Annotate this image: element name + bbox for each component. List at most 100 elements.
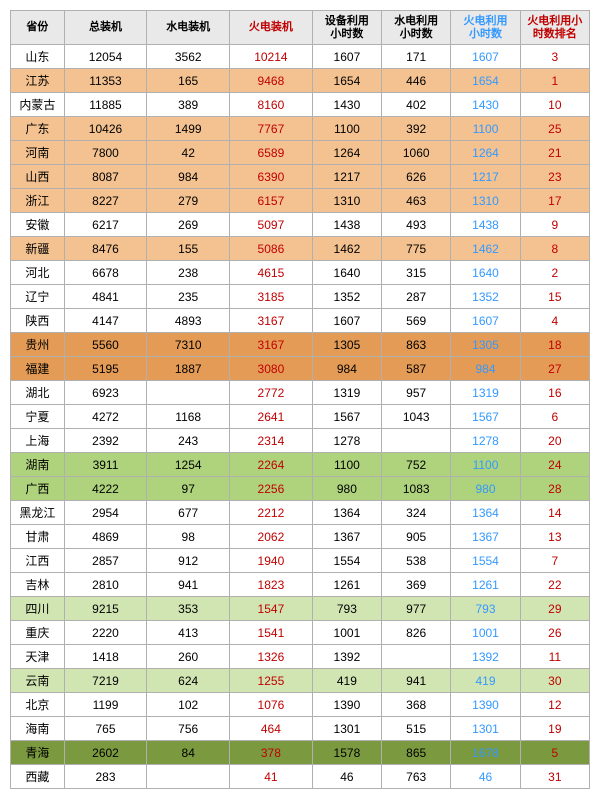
cell-rank: 25: [520, 117, 589, 141]
cell-total: 5195: [64, 357, 147, 381]
cell-thermal: 3080: [230, 357, 313, 381]
cell-hydro: 98: [147, 525, 230, 549]
cell-hydro: 1499: [147, 117, 230, 141]
cell-total: 4147: [64, 309, 147, 333]
table-row: 上海239224323141278127820: [11, 429, 590, 453]
cell-hydro: 1887: [147, 357, 230, 381]
table-row: 广东10426149977671100392110025: [11, 117, 590, 141]
cell-thermal_hrs: 1567: [451, 405, 520, 429]
cell-thermal: 2772: [230, 381, 313, 405]
cell-thermal_hrs: 1100: [451, 117, 520, 141]
cell-thermal_hrs: 1462: [451, 237, 520, 261]
cell-dev_hrs: 1305: [312, 333, 381, 357]
cell-thermal_hrs: 1390: [451, 693, 520, 717]
cell-dev_hrs: 1310: [312, 189, 381, 213]
cell-dev_hrs: 1352: [312, 285, 381, 309]
cell-thermal_hrs: 1364: [451, 501, 520, 525]
cell-hydro_hrs: 977: [382, 597, 451, 621]
cell-thermal_hrs: 1264: [451, 141, 520, 165]
col-header-total: 总装机: [64, 11, 147, 45]
cell-total: 2602: [64, 741, 147, 765]
cell-thermal_hrs: 1319: [451, 381, 520, 405]
cell-rank: 6: [520, 405, 589, 429]
cell-thermal: 2212: [230, 501, 313, 525]
cell-thermal_hrs: 1100: [451, 453, 520, 477]
cell-total: 2220: [64, 621, 147, 645]
cell-hydro: 1168: [147, 405, 230, 429]
cell-province: 安徽: [11, 213, 65, 237]
col-header-dev_hrs: 设备利用小时数: [312, 11, 381, 45]
cell-thermal: 2256: [230, 477, 313, 501]
cell-thermal_hrs: 1001: [451, 621, 520, 645]
cell-hydro: 4893: [147, 309, 230, 333]
cell-thermal_hrs: 793: [451, 597, 520, 621]
col-header-province: 省份: [11, 11, 65, 45]
cell-thermal: 6157: [230, 189, 313, 213]
cell-dev_hrs: 1607: [312, 309, 381, 333]
table-row: 西藏28341467634631: [11, 765, 590, 789]
cell-hydro_hrs: 865: [382, 741, 451, 765]
cell-dev_hrs: 46: [312, 765, 381, 789]
cell-thermal: 1255: [230, 669, 313, 693]
table-row: 湖北692327721319957131916: [11, 381, 590, 405]
cell-thermal: 41: [230, 765, 313, 789]
cell-rank: 13: [520, 525, 589, 549]
cell-rank: 12: [520, 693, 589, 717]
cell-total: 10426: [64, 117, 147, 141]
cell-rank: 22: [520, 573, 589, 597]
cell-thermal_hrs: 1392: [451, 645, 520, 669]
cell-hydro: 389: [147, 93, 230, 117]
cell-province: 青海: [11, 741, 65, 765]
cell-hydro_hrs: 941: [382, 669, 451, 693]
cell-hydro_hrs: 1083: [382, 477, 451, 501]
cell-hydro_hrs: 493: [382, 213, 451, 237]
cell-total: 11885: [64, 93, 147, 117]
cell-hydro_hrs: 863: [382, 333, 451, 357]
cell-total: 2392: [64, 429, 147, 453]
cell-hydro: 279: [147, 189, 230, 213]
cell-rank: 2: [520, 261, 589, 285]
cell-province: 海南: [11, 717, 65, 741]
cell-province: 西藏: [11, 765, 65, 789]
cell-rank: 11: [520, 645, 589, 669]
cell-rank: 7: [520, 549, 589, 573]
cell-hydro: 155: [147, 237, 230, 261]
table-row: 江西28579121940155453815547: [11, 549, 590, 573]
cell-thermal_hrs: 1438: [451, 213, 520, 237]
cell-thermal_hrs: 1305: [451, 333, 520, 357]
table-row: 安徽62172695097143849314389: [11, 213, 590, 237]
cell-dev_hrs: 1438: [312, 213, 381, 237]
cell-total: 3911: [64, 453, 147, 477]
cell-hydro_hrs: 171: [382, 45, 451, 69]
table-row: 青海260284378157886516785: [11, 741, 590, 765]
cell-total: 12054: [64, 45, 147, 69]
cell-thermal: 6589: [230, 141, 313, 165]
cell-dev_hrs: 984: [312, 357, 381, 381]
cell-hydro_hrs: 752: [382, 453, 451, 477]
cell-hydro_hrs: 315: [382, 261, 451, 285]
cell-thermal: 2641: [230, 405, 313, 429]
cell-province: 宁夏: [11, 405, 65, 429]
table-row: 福建51951887308098458798427: [11, 357, 590, 381]
cell-dev_hrs: 980: [312, 477, 381, 501]
cell-dev_hrs: 1654: [312, 69, 381, 93]
cell-hydro: 260: [147, 645, 230, 669]
cell-dev_hrs: 1217: [312, 165, 381, 189]
cell-rank: 1: [520, 69, 589, 93]
cell-hydro: 413: [147, 621, 230, 645]
cell-hydro: 7310: [147, 333, 230, 357]
cell-province: 江西: [11, 549, 65, 573]
cell-dev_hrs: 1462: [312, 237, 381, 261]
cell-thermal_hrs: 1217: [451, 165, 520, 189]
cell-thermal_hrs: 1367: [451, 525, 520, 549]
cell-total: 11353: [64, 69, 147, 93]
table-row: 贵州5560731031671305863130518: [11, 333, 590, 357]
cell-dev_hrs: 793: [312, 597, 381, 621]
cell-thermal: 8160: [230, 93, 313, 117]
cell-hydro_hrs: 392: [382, 117, 451, 141]
cell-hydro: 677: [147, 501, 230, 525]
cell-hydro: 624: [147, 669, 230, 693]
cell-hydro: 3562: [147, 45, 230, 69]
cell-thermal: 2314: [230, 429, 313, 453]
cell-dev_hrs: 1392: [312, 645, 381, 669]
